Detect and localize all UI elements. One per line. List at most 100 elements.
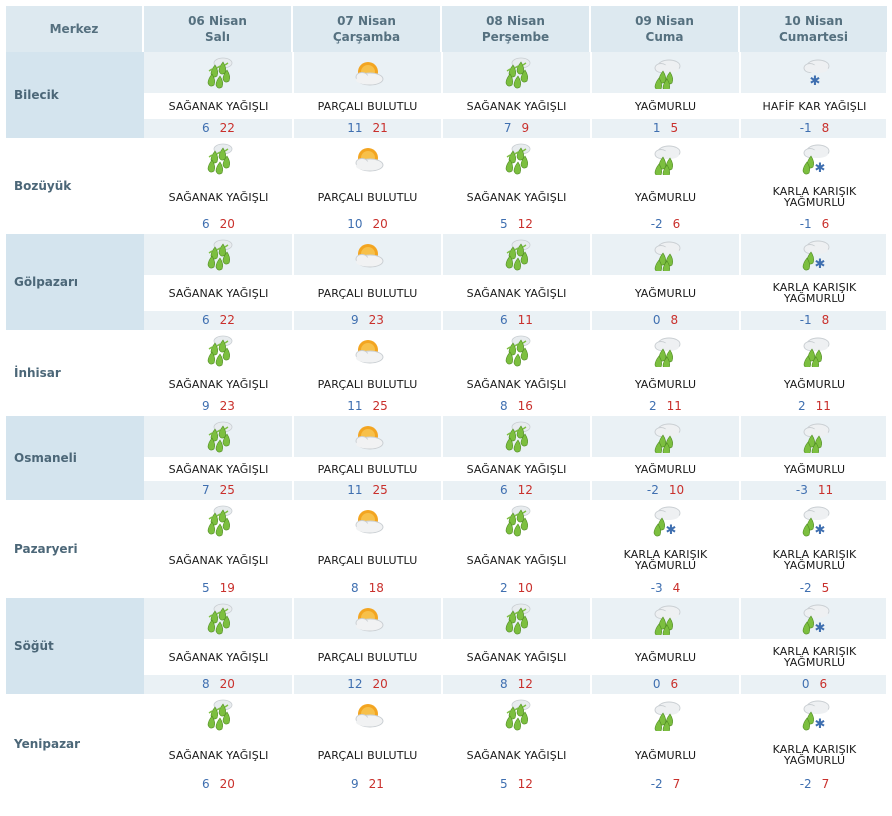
row-divider xyxy=(144,457,886,459)
column-divider xyxy=(739,598,741,640)
column-divider xyxy=(739,480,741,500)
condition-cell: KARLA KARIŞIK YAĞMURLU xyxy=(740,640,889,674)
condition-text: PARÇALI BULUTLU xyxy=(317,748,418,762)
max-temp: 25 xyxy=(372,399,388,413)
temperature-cell: 5 19 xyxy=(144,580,293,596)
temperature-cell: 6 22 xyxy=(144,312,293,328)
min-temp: 7 xyxy=(503,121,512,135)
condition-text: SAĞANAK YAĞIŞLI xyxy=(168,462,269,476)
condition-text: KARLA KARIŞIK YAĞMURLU xyxy=(772,281,857,305)
partly-cloudy-icon xyxy=(293,138,442,180)
temperature-cell: 6 22 xyxy=(144,120,293,136)
column-divider xyxy=(590,480,592,500)
row-divider xyxy=(144,275,886,277)
temperature-cell: -1 8 xyxy=(740,312,889,328)
column-divider xyxy=(292,118,294,138)
day-header-3: 08 Nisan Perşembe xyxy=(442,6,591,52)
light-snow-icon: ✱ xyxy=(740,52,889,94)
day-date: 10 Nisan xyxy=(784,14,843,28)
condition-cell: SAĞANAK YAĞIŞLI xyxy=(442,640,591,674)
temperature-cell: -3 4 xyxy=(591,580,740,596)
condition-text: YAĞMURLU xyxy=(783,462,846,476)
column-divider xyxy=(590,598,592,640)
max-temp: 20 xyxy=(219,777,235,791)
condition-text: YAĞMURLU xyxy=(634,748,697,762)
temperature-cell: -2 5 xyxy=(740,580,889,596)
temperature-cell: 9 23 xyxy=(293,312,442,328)
heavy-rain-icon xyxy=(442,330,591,372)
rain-icon xyxy=(591,330,740,372)
partly-cloudy-icon xyxy=(293,52,442,94)
min-temp: 5 xyxy=(500,217,508,231)
min-temp: 6 xyxy=(500,313,508,327)
condition-cell: YAĞMURLU xyxy=(591,372,740,396)
condition-cell: SAĞANAK YAĞIŞLI xyxy=(144,276,293,310)
heavy-rain-icon xyxy=(144,500,293,542)
max-temp: 20 xyxy=(219,217,235,231)
condition-cell: PARÇALI BULUTLU xyxy=(293,94,442,118)
max-temp: 18 xyxy=(368,581,384,595)
column-divider xyxy=(739,310,741,330)
min-temp: -2 xyxy=(650,217,663,231)
condition-text: YAĞMURLU xyxy=(634,286,697,300)
min-temp: -2 xyxy=(799,581,812,595)
condition-cell: SAĞANAK YAĞIŞLI xyxy=(144,542,293,578)
condition-cell: PARÇALI BULUTLU xyxy=(293,640,442,674)
temperature-cell: 2 11 xyxy=(591,398,740,414)
sleet-icon: ✱ xyxy=(740,500,889,542)
column-divider xyxy=(441,310,443,330)
max-temp: 5 xyxy=(670,121,679,135)
city-name: Gölpazarı xyxy=(6,234,144,330)
day-header-4: 09 Nisan Cuma xyxy=(591,6,740,52)
condition-cell: SAĞANAK YAĞIŞLI xyxy=(442,276,591,310)
column-divider xyxy=(292,598,294,640)
sleet-icon: ✱ xyxy=(740,138,889,180)
day-weekday: Cuma xyxy=(645,30,684,44)
column-divider xyxy=(441,480,443,500)
max-temp: 7 xyxy=(672,777,681,791)
heavy-rain-icon xyxy=(144,330,293,372)
city-name: Osmaneli xyxy=(6,416,144,500)
svg-text:✱: ✱ xyxy=(814,621,825,635)
min-temp: -3 xyxy=(795,483,808,497)
temperature-cell: 2 10 xyxy=(442,580,591,596)
column-divider xyxy=(292,310,294,330)
column-divider xyxy=(292,416,294,458)
condition-cell: KARLA KARIŞIK YAĞMURLU xyxy=(740,276,889,310)
max-temp: 4 xyxy=(672,581,681,595)
temperature-cell: 8 18 xyxy=(293,580,442,596)
condition-text: SAĞANAK YAĞIŞLI xyxy=(466,286,567,300)
min-temp: -2 xyxy=(799,777,812,791)
min-temp: 11 xyxy=(347,483,363,497)
max-temp: 25 xyxy=(219,483,235,497)
condition-cell: YAĞMURLU xyxy=(591,180,740,214)
svg-text:✱: ✱ xyxy=(814,717,825,731)
day-header-1: 06 Nisan Salı xyxy=(144,6,293,52)
condition-text: SAĞANAK YAĞIŞLI xyxy=(168,99,269,113)
column-divider xyxy=(441,416,443,458)
condition-cell: KARLA KARIŞIK YAĞMURLU xyxy=(591,542,740,578)
max-temp: 22 xyxy=(219,313,235,327)
min-temp: 9 xyxy=(351,777,359,791)
city-name: İnhisar xyxy=(6,330,144,416)
temperature-cell: -2 6 xyxy=(591,216,740,232)
column-divider xyxy=(739,416,741,458)
condition-cell: HAFİF KAR YAĞIŞLI xyxy=(740,94,889,118)
max-temp: 20 xyxy=(372,217,388,231)
column-divider xyxy=(590,118,592,138)
svg-text:✱: ✱ xyxy=(814,523,825,537)
partly-cloudy-icon xyxy=(293,416,442,458)
min-temp: 6 xyxy=(500,483,508,497)
column-divider xyxy=(441,52,443,94)
condition-cell: SAĞANAK YAĞIŞLI xyxy=(144,94,293,118)
max-temp: 5 xyxy=(821,581,830,595)
day-header-5: 10 Nisan Cumartesi xyxy=(740,6,889,52)
temperature-cell: 8 16 xyxy=(442,398,591,414)
temperature-cell: -2 10 xyxy=(591,482,740,498)
min-temp: 5 xyxy=(500,777,508,791)
condition-cell: SAĞANAK YAĞIŞLI xyxy=(442,372,591,396)
condition-cell: SAĞANAK YAĞIŞLI xyxy=(442,94,591,118)
